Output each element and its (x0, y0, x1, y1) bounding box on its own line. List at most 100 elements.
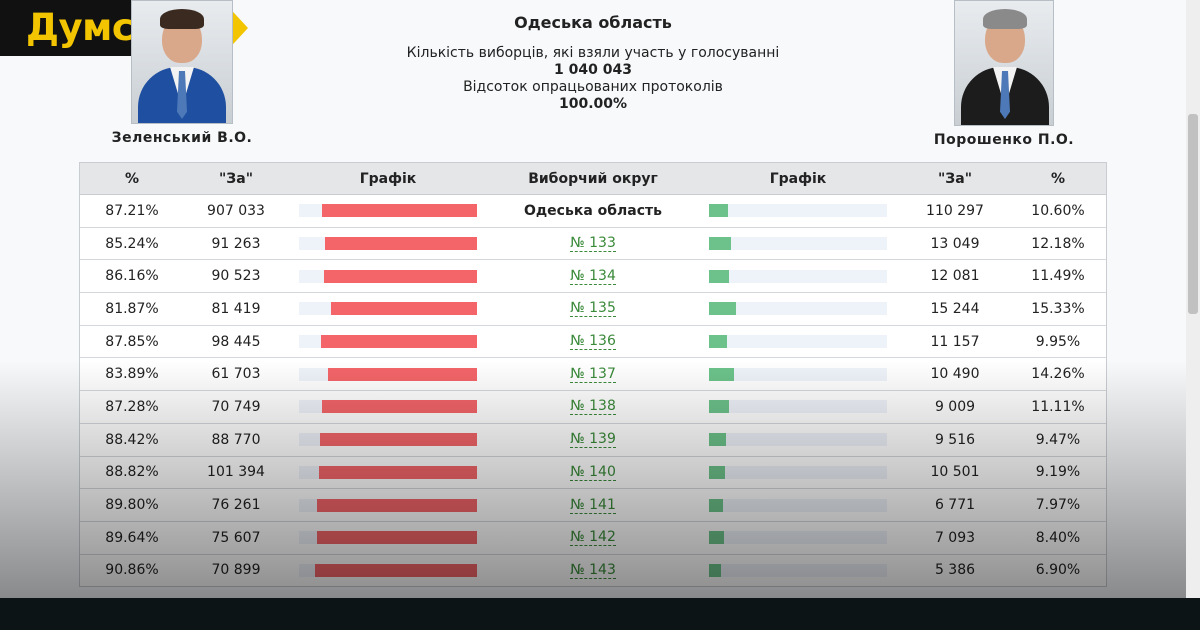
zel-bar-track (299, 531, 477, 545)
por-votes-cell: 110 297 (926, 202, 984, 219)
por-pct-cell: 6.90% (1035, 562, 1081, 579)
district-link[interactable]: № 134 (570, 267, 616, 285)
zel-votes-cell: 90 523 (211, 268, 261, 285)
processed-label: Відсоток опрацьованих протоколів (463, 79, 723, 95)
candidate-photo-zelensky (131, 0, 233, 124)
zel-votes-cell: 61 703 (211, 366, 261, 383)
district-cell: № 139 (488, 424, 698, 456)
zel-bar (325, 237, 477, 251)
por-votes-cell: 10 490 (930, 366, 980, 383)
district-cell: № 138 (488, 391, 698, 423)
por-bar (709, 465, 726, 479)
por-bar-track (709, 302, 887, 316)
district-link[interactable]: № 143 (570, 561, 616, 579)
zel-pct-cell: 83.89% (105, 366, 159, 383)
por-pct-cell: 15.33% (1031, 300, 1085, 317)
por-chart-cell (708, 555, 888, 587)
por-bar-track (709, 531, 887, 545)
por-chart-cell (708, 424, 888, 456)
por-votes-cell: 15 244 (930, 300, 980, 317)
zel-pct-cell: 89.64% (105, 529, 159, 546)
por-votes-cell: 6 771 (934, 497, 976, 514)
por-bar (709, 367, 735, 381)
zel-pct-cell: 86.16% (105, 268, 159, 285)
por-chart-cell (708, 260, 888, 292)
results-table: % "За" Графік Виборчий округ Графік "За"… (79, 162, 1107, 588)
processed-value: 100.00% (558, 96, 628, 112)
zel-bar (320, 335, 477, 349)
zel-pct-cell: 85.24% (105, 235, 159, 252)
zel-bar-track (299, 237, 477, 251)
district-cell: № 143 (488, 555, 698, 587)
zel-bar-track (299, 465, 477, 479)
col-header-district: Виборчий округ (528, 170, 658, 187)
district-link[interactable]: № 135 (570, 300, 616, 318)
district-link[interactable]: № 142 (570, 529, 616, 547)
por-bar (709, 498, 724, 512)
zel-pct-cell: 81.87% (105, 300, 159, 317)
table-row: 86.16% 90 523 № 134 12 081 11.49% (80, 260, 1106, 294)
district-cell: № 141 (488, 489, 698, 521)
por-chart-cell (708, 457, 888, 489)
zel-bar (315, 563, 477, 577)
col-header-zel-pct: % (124, 170, 140, 187)
zel-votes-cell: 88 770 (211, 431, 261, 448)
candidate-photo-poroshenko (954, 0, 1054, 126)
zel-pct-cell: 87.21% (105, 202, 159, 219)
por-bar (709, 400, 729, 414)
zel-chart-cell (298, 424, 478, 456)
zel-votes-cell: 101 394 (207, 464, 265, 481)
zel-bar (317, 531, 477, 545)
zel-pct-cell: 90.86% (105, 562, 159, 579)
table-row: 89.80% 76 261 № 141 6 771 7.97% (80, 489, 1106, 522)
por-bar-track (709, 269, 887, 283)
candidate-name-left: Зеленський В.О. (111, 130, 253, 146)
por-bar (709, 563, 722, 577)
por-pct-cell: 8.40% (1035, 529, 1081, 546)
table-row: 87.28% 70 749 № 138 9 009 11.11% (80, 391, 1106, 424)
district-link[interactable]: № 141 (570, 496, 616, 514)
district-link[interactable]: № 138 (570, 398, 616, 416)
zel-bar (317, 498, 477, 512)
zel-chart-cell (298, 391, 478, 423)
por-votes-cell: 5 386 (934, 562, 976, 579)
district-link[interactable]: № 133 (570, 235, 616, 253)
zel-bar-track (299, 269, 477, 283)
col-header-zel-chart: Графік (359, 170, 417, 187)
district-link[interactable]: № 136 (570, 333, 616, 351)
zel-votes-cell: 76 261 (211, 497, 261, 514)
por-votes-cell: 11 157 (930, 333, 980, 350)
zel-bar-track (299, 400, 477, 414)
table-row: 81.87% 81 419 № 135 15 244 15.33% (80, 293, 1106, 326)
por-bar (709, 269, 730, 283)
por-pct-cell: 10.60% (1031, 202, 1085, 219)
zel-votes-cell: 75 607 (211, 529, 261, 546)
por-bar-track (709, 367, 887, 381)
por-bar-track (709, 465, 887, 479)
scrollbar[interactable] (1186, 0, 1200, 598)
district-link[interactable]: № 137 (570, 365, 616, 383)
table-row: 88.42% 88 770 № 139 9 516 9.47% (80, 424, 1106, 457)
zel-chart-cell (298, 489, 478, 521)
col-header-por-votes: "За" (938, 170, 972, 187)
zel-chart-cell (298, 326, 478, 358)
zel-bar (321, 400, 477, 414)
por-pct-cell: 12.18% (1031, 235, 1085, 252)
table-row: 89.64% 75 607 № 142 7 093 8.40% (80, 522, 1106, 555)
por-bar-track (709, 563, 887, 577)
por-votes-cell: 10 501 (930, 464, 980, 481)
table-row: 88.82% 101 394 № 140 10 501 9.19% (80, 457, 1106, 490)
por-chart-cell (708, 489, 888, 521)
scrollbar-thumb[interactable] (1188, 114, 1198, 314)
district-cell: № 135 (488, 293, 698, 325)
district-link[interactable]: № 139 (570, 431, 616, 449)
district-name: Одеська область (523, 202, 663, 219)
por-pct-cell: 14.26% (1031, 366, 1085, 383)
por-pct-cell: 9.95% (1035, 333, 1081, 350)
por-pct-cell: 9.47% (1035, 431, 1081, 448)
results-header: Одеська область Кількість виборців, які … (380, 14, 806, 113)
por-bar-track (709, 204, 887, 218)
district-link[interactable]: № 140 (570, 463, 616, 481)
voters-label: Кількість виборців, які взяли участь у г… (406, 45, 780, 61)
